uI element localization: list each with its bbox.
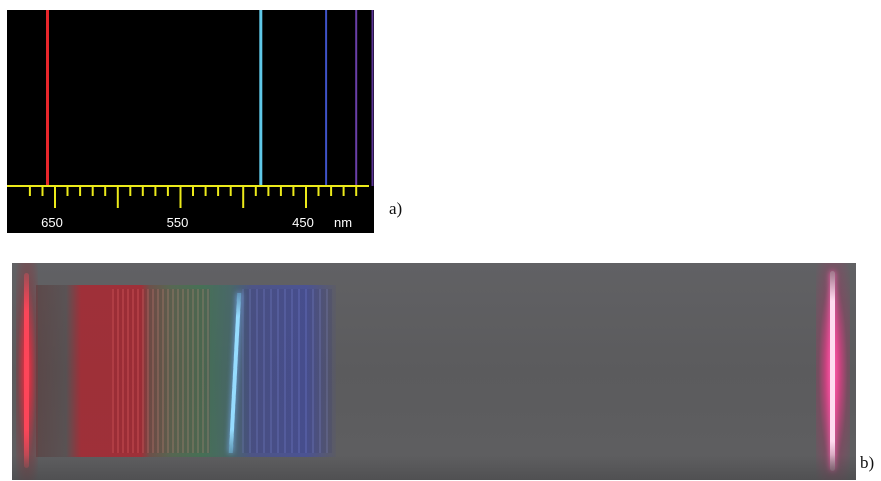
spectral-line-486 [259,10,263,186]
emission-spectrum-panel: 650 550 450 nm [7,10,374,233]
left-lamp-tube [24,273,29,468]
spectral-line-656 [46,10,49,186]
panel-a-caption: a) [389,199,403,218]
photo-shadow [12,455,856,480]
red-fringe-band [112,289,210,453]
tick-label-650: 650 [41,215,63,230]
spectrum-photograph [12,263,856,480]
axis-ticks [28,186,358,208]
right-lamp-tube [830,271,835,471]
continuous-band [36,285,336,457]
panel-b-caption: b) [860,453,875,472]
tick-label-450: 450 [292,215,314,230]
axis-unit-label: nm [334,215,352,230]
spectral-lines [46,10,374,186]
blue-fringe-band [242,289,332,453]
spectrum-background [7,10,374,233]
axis-tick-labels: 650 550 450 [41,215,314,230]
tick-label-550: 550 [167,215,189,230]
spectral-line-434 [325,10,328,186]
spectral-line-410 [355,10,358,186]
spectral-line-397 [371,10,374,186]
wavelength-axis: 650 550 450 nm [7,185,369,230]
